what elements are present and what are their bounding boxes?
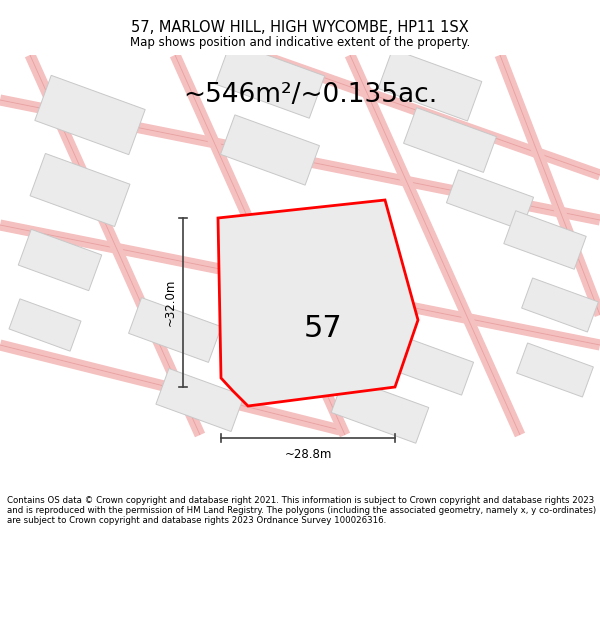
Polygon shape bbox=[446, 170, 533, 230]
Text: 57, MARLOW HILL, HIGH WYCOMBE, HP11 1SX: 57, MARLOW HILL, HIGH WYCOMBE, HP11 1SX bbox=[131, 20, 469, 35]
Polygon shape bbox=[504, 211, 586, 269]
Polygon shape bbox=[35, 76, 145, 154]
Text: ~546m²/~0.135ac.: ~546m²/~0.135ac. bbox=[183, 82, 437, 108]
Polygon shape bbox=[18, 229, 102, 291]
Polygon shape bbox=[221, 115, 319, 185]
Polygon shape bbox=[386, 335, 473, 395]
Polygon shape bbox=[30, 154, 130, 226]
Polygon shape bbox=[517, 343, 593, 397]
Polygon shape bbox=[9, 299, 81, 351]
Polygon shape bbox=[404, 107, 496, 172]
Text: Map shows position and indicative extent of the property.: Map shows position and indicative extent… bbox=[130, 36, 470, 49]
Polygon shape bbox=[128, 298, 221, 362]
Text: Contains OS data © Crown copyright and database right 2021. This information is : Contains OS data © Crown copyright and d… bbox=[7, 496, 596, 526]
Text: 57: 57 bbox=[303, 314, 342, 343]
Text: ~28.8m: ~28.8m bbox=[284, 448, 332, 461]
Text: ~32.0m: ~32.0m bbox=[163, 279, 176, 326]
Polygon shape bbox=[378, 49, 482, 121]
Polygon shape bbox=[331, 377, 429, 443]
Polygon shape bbox=[156, 369, 244, 431]
Polygon shape bbox=[215, 42, 325, 118]
Polygon shape bbox=[521, 278, 598, 332]
Polygon shape bbox=[218, 200, 418, 406]
